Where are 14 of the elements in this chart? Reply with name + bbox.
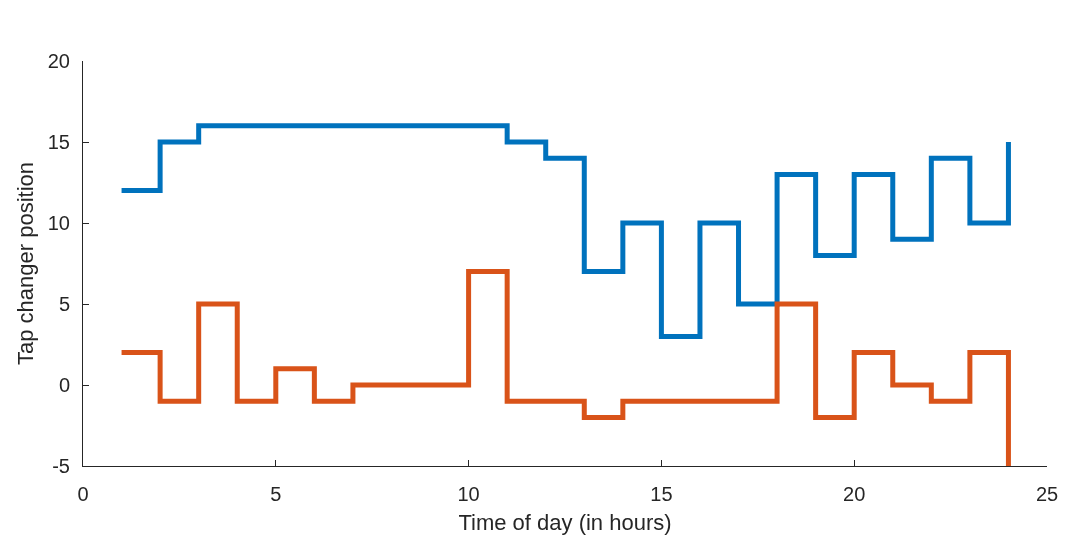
y-tick-label: 5 xyxy=(58,293,70,315)
y-tick-label: -5 xyxy=(52,455,70,477)
y-axis-title: Tap changer position xyxy=(12,161,38,366)
x-tick-label: 0 xyxy=(77,483,89,505)
x-tick-label: 10 xyxy=(457,483,480,505)
x-tick-label: 15 xyxy=(650,483,673,505)
x-tick-label: 5 xyxy=(270,483,282,505)
x-tick-label: 20 xyxy=(843,483,866,505)
x-tick-label: 25 xyxy=(1035,483,1059,505)
y-tick-label: 15 xyxy=(47,131,70,153)
y-tick-label: 10 xyxy=(47,212,70,234)
y-tick-label: 0 xyxy=(58,374,70,396)
x-axis-title: Time of day (in hours) xyxy=(458,509,672,535)
y-tick-label: 20 xyxy=(47,50,70,72)
